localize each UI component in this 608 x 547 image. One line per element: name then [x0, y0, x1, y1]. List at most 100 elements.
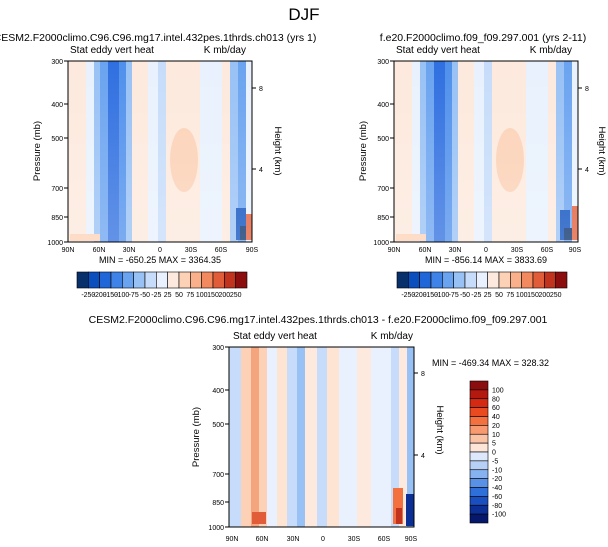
panel-1-colorbar-swatch [190, 271, 202, 289]
panel-2-y-label-right: Height (km) [596, 126, 607, 175]
panel-1-shade [68, 61, 252, 242]
panel-3-colorbar-swatch [469, 398, 489, 408]
panel-3-colorbar-label: 0 [492, 450, 496, 457]
panel-3-colorbar-swatch [469, 380, 489, 391]
panel-3-band [357, 347, 371, 527]
panel-1-colorbar-swatch [224, 271, 236, 289]
panel-3: CESM2.F2000climo.C96.C96.mg17.intel.432p… [89, 314, 549, 543]
panel-2-colorbar-label: 250 [550, 292, 562, 299]
figure-title: DJF [288, 5, 319, 24]
panel-3-colorbar-swatch [469, 460, 489, 471]
panel-1-x-axis: 90N 60N 30N 0 30S 60S 90S [62, 247, 259, 254]
panel-2-y-label: Pressure (mb) [358, 121, 369, 181]
panel-2-colorbar-label: 50 [495, 292, 503, 299]
panel-3-colorbar-swatch [469, 478, 489, 488]
panel-1-x-tick-label: 90S [246, 247, 259, 254]
panel-3-y-label-right: Height (km) [434, 405, 445, 454]
panel-3-y-tick-label: 850 [212, 500, 224, 507]
panel-2-colorbar-label: 25 [484, 292, 492, 299]
panel-3-band [391, 347, 399, 527]
panel-1-colorbar-label: -50 [140, 292, 150, 299]
panel-2-colorbar-label: 200 [538, 292, 550, 299]
panel-2-left-string: Stat eddy vert heat [396, 45, 480, 56]
panel-1-right-tick-label: 8 [259, 86, 263, 93]
panel-1-x-tick-label: 30S [185, 247, 198, 254]
panel-3-colorbar-label: 60 [492, 405, 500, 412]
panel-2-colorbar-label: 100 [516, 292, 528, 299]
panel-3-band [259, 347, 267, 527]
panel-2-y-tick-label: 850 [377, 215, 389, 222]
panel-3-colorbar-swatch [469, 513, 489, 524]
panel-3-title: CESM2.F2000climo.C96.C96.mg17.intel.432p… [89, 314, 548, 326]
panel-1-colorbar-label: 75 [186, 292, 194, 299]
panel-2-x-axis: 90N 60N 30N 0 30S 60S 90S [388, 247, 582, 254]
panel-3-colorbar-label: 100 [492, 387, 504, 394]
panel-3-colorbar-swatch [469, 469, 489, 479]
panel-1-y-tick-label: 500 [51, 136, 63, 143]
panel-1-y-axis: 300 400 500 700 850 1000 Pressure (mb) [32, 59, 68, 247]
panel-3-band [251, 347, 259, 527]
panel-1-y-tick-label: 1000 [47, 240, 63, 247]
panel-3-y-axis-right: 8 4 Height (km) [414, 371, 445, 460]
panel-1-y-tick-label: 300 [51, 59, 63, 66]
panel-2-colorbar-swatch [521, 271, 534, 289]
panel-2-colorbar-swatch [442, 271, 454, 289]
panel-1-y-tick-label: 400 [51, 102, 63, 109]
panel-3-y-axis: 300 400 500 700 850 1000 Pressure (mb) [191, 345, 229, 532]
panel-2-right-tick-label: 4 [585, 167, 589, 174]
panel-3-band [399, 347, 407, 527]
panel-2: f.e20.F2000climo.f09_f09.297.001 (yrs 2-… [358, 32, 607, 299]
panel-3-colorbar-swatch [469, 496, 489, 506]
panel-3-x-tick-label: 0 [321, 536, 325, 543]
panel-1-colorbar-swatch [110, 271, 123, 289]
panel-2-colorbar: -250-200-150-100 -75 -50 -25 25 50 75 100 150 200… [396, 271, 568, 299]
panel-2-title: f.e20.F2000climo.f09_f09.297.001 (yrs 2-… [380, 32, 586, 44]
panel-1-colorbar-label: -150 [104, 292, 118, 299]
panel-3-colorbar-label: 20 [492, 423, 500, 430]
panel-1-colorbar-label: -200 [93, 292, 107, 299]
panel-3-y-tick-label: 1000 [208, 525, 224, 532]
panel-2-colorbar-swatch [419, 271, 432, 289]
panel-2-min-max: MIN = -856.14 MAX = 3833.69 [425, 255, 547, 265]
panel-3-blob [406, 494, 414, 526]
panel-1-colorbar-label: 150 [207, 292, 219, 299]
panel-2-x-tick-label: 60N [419, 247, 432, 254]
panel-2-shade [394, 61, 578, 242]
panel-3-y-tick-label: 700 [212, 472, 224, 479]
panel-3-x-tick-label: 90S [405, 536, 418, 543]
panel-1-y-label: Pressure (mb) [32, 121, 43, 181]
panel-1-colorbar-label: -75 [129, 292, 139, 299]
panel-1-colorbar-swatch [167, 271, 180, 289]
panel-3-x-tick-label: 90N [226, 536, 239, 543]
panel-1-right-tick-label: 4 [259, 167, 263, 174]
panel-3-colorbar-swatch [469, 425, 489, 435]
panel-3-colorbar-label: -100 [492, 512, 506, 519]
panel-1-colorbar-label: -250 [81, 292, 95, 299]
panel-3-colorbar-swatch [469, 487, 489, 497]
panel-2-colorbar-swatch [544, 271, 556, 289]
panel-3-blob [252, 512, 266, 524]
panel-1-y-label-right: Height (km) [272, 126, 283, 175]
panel-1-y-tick-label: 700 [51, 186, 63, 193]
panel-3-min-max: MIN = -469.34 MAX = 328.32 [432, 358, 549, 368]
panel-2-colorbar-swatch [408, 271, 420, 289]
panel-2-colorbar-label: -100 [435, 292, 449, 299]
panel-3-x-tick-label: 60N [256, 536, 269, 543]
panel-1-colorbar-label: 250 [230, 292, 242, 299]
panel-3-band [305, 347, 317, 527]
panel-2-x-tick-label: 0 [484, 247, 488, 254]
panel-1-frame [67, 60, 253, 243]
panel-3-colorbar-label: 40 [492, 414, 500, 421]
panel-3-band [229, 347, 241, 527]
panel-3-x-tick-label: 30S [348, 536, 361, 543]
panel-3-blob [393, 488, 403, 524]
panel-3-colorbar: 100 80 60 40 20 10 5 0-5 -10 -20 -40 -60 -80 -100 [469, 380, 506, 524]
panel-3-colorbar-swatch [469, 407, 489, 417]
panel-3-band [339, 347, 357, 527]
panel-1-x-tick-label: 60N [93, 247, 106, 254]
panel-2-y-tick-label: 500 [377, 136, 389, 143]
panel-3-colorbar-swatch [469, 451, 489, 462]
panel-2-colorbar-swatch [532, 271, 545, 289]
panel-2-colorbar-swatch [464, 271, 477, 289]
